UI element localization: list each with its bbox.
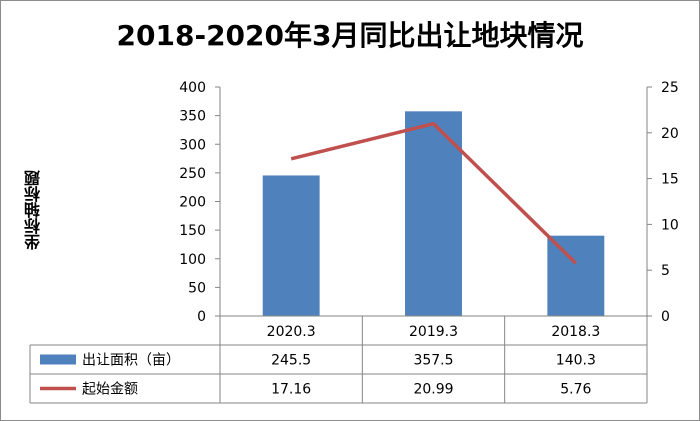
- legend-label: 起始金额: [82, 382, 138, 398]
- y-tick-label-left: 250: [179, 166, 206, 182]
- data-label: 245.5: [271, 353, 311, 369]
- bar: [262, 175, 320, 316]
- category-label: 2020.3: [267, 324, 316, 340]
- y-tick-label-left: 100: [179, 252, 206, 268]
- data-label: 140.3: [556, 353, 596, 369]
- y-tick-label-right: 10: [661, 217, 679, 233]
- y-tick-label-right: 5: [661, 263, 670, 279]
- y-tick-label-left: 150: [179, 223, 206, 239]
- y-tick-label-right: 0: [661, 309, 670, 325]
- bar: [405, 111, 462, 316]
- category-label: 2019.3: [409, 324, 458, 340]
- y-tick-label-right: 20: [661, 126, 679, 142]
- y-tick-label-left: 400: [179, 80, 206, 96]
- bar: [547, 235, 605, 316]
- y-tick-label-left: 50: [188, 280, 206, 296]
- y-tick-label-left: 0: [197, 309, 206, 325]
- data-label: 17.16: [271, 382, 311, 398]
- category-label: 2018.3: [551, 324, 600, 340]
- y-tick-label-right: 15: [661, 172, 679, 188]
- y-tick-label-right: 25: [661, 80, 679, 96]
- data-label: 20.99: [413, 382, 453, 398]
- y-tick-label-left: 200: [179, 195, 206, 211]
- data-label: 357.5: [413, 353, 453, 369]
- chart-title: 2018-2020年3月同比出让地块情况: [116, 19, 584, 52]
- y-tick-label-left: 300: [179, 137, 206, 153]
- data-label: 5.76: [560, 382, 591, 398]
- line-series: [290, 121, 578, 265]
- legend-key-bar: [40, 354, 76, 365]
- legend-label: 出让面积（亩）: [82, 352, 180, 369]
- y-tick-label-left: 350: [179, 109, 206, 125]
